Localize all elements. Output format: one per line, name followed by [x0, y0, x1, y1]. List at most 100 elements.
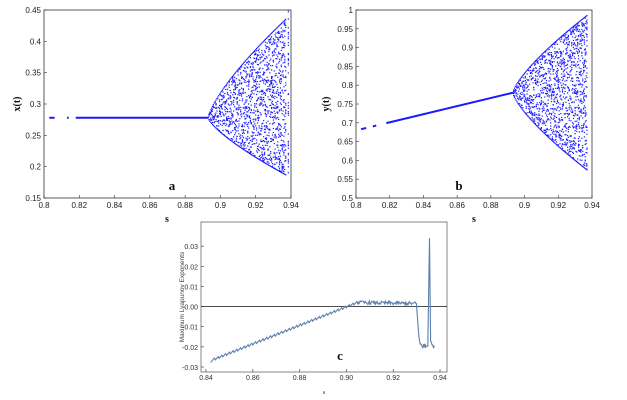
data-point — [287, 11, 289, 13]
data-point — [555, 136, 557, 138]
data-point — [277, 32, 279, 34]
data-point — [537, 122, 539, 124]
data-point — [248, 116, 251, 118]
data-point — [211, 109, 213, 111]
data-point — [261, 127, 263, 129]
data-point — [274, 158, 276, 161]
data-point — [562, 57, 564, 59]
data-point — [555, 79, 557, 81]
data-point — [213, 106, 215, 108]
data-point — [577, 90, 579, 93]
data-point — [569, 150, 571, 153]
data-point — [539, 58, 541, 60]
data-point — [248, 97, 251, 99]
data-point — [215, 104, 217, 106]
data-point — [567, 38, 569, 40]
data-point — [261, 103, 263, 105]
data-point — [566, 46, 569, 48]
data-point — [227, 117, 229, 120]
data-point — [251, 72, 253, 75]
data-point — [264, 58, 267, 60]
data-point — [246, 107, 248, 110]
data-point — [277, 158, 279, 160]
data-point — [551, 132, 553, 134]
data-point — [281, 172, 283, 174]
data-point — [223, 119, 225, 121]
data-point — [576, 92, 578, 94]
data-point — [540, 74, 543, 76]
data-point — [279, 95, 282, 97]
data-point — [570, 135, 572, 137]
data-point — [531, 99, 533, 101]
data-point — [224, 86, 226, 88]
panel-b-bifurcation-points — [360, 15, 588, 171]
data-point — [265, 37, 267, 40]
data-point — [242, 90, 244, 92]
data-point — [233, 104, 235, 106]
data-point — [228, 138, 230, 140]
data-point — [529, 111, 531, 114]
data-point — [284, 62, 286, 64]
data-point — [277, 26, 279, 28]
data-point — [547, 47, 549, 50]
data-point — [524, 71, 527, 73]
data-point — [272, 139, 274, 141]
data-point — [249, 112, 252, 114]
data-point — [576, 30, 578, 32]
data-point — [275, 74, 277, 76]
data-point — [523, 111, 526, 113]
data-point — [276, 107, 278, 109]
data-point — [533, 98, 535, 101]
data-point — [250, 53, 252, 55]
data-point — [557, 102, 559, 104]
data-point — [283, 20, 285, 22]
data-point — [262, 153, 264, 156]
data-point — [528, 102, 530, 105]
data-point — [226, 82, 229, 84]
data-point — [562, 34, 564, 36]
data-point — [238, 141, 240, 144]
data-point — [534, 63, 536, 65]
data-point — [566, 127, 568, 130]
data-point — [579, 159, 581, 161]
data-point — [230, 96, 232, 98]
data-point — [270, 113, 272, 115]
data-point — [574, 24, 576, 26]
data-point — [287, 44, 289, 46]
data-point — [556, 130, 559, 133]
data-point — [233, 79, 236, 81]
data-point — [239, 135, 241, 137]
data-point — [280, 171, 282, 173]
data-point — [242, 144, 244, 146]
data-point — [237, 145, 239, 147]
data-point — [257, 75, 259, 77]
data-point — [586, 147, 588, 149]
data-point — [277, 41, 279, 43]
data-point — [523, 87, 526, 89]
data-point — [226, 88, 229, 90]
data-point — [577, 107, 580, 109]
data-point — [225, 113, 227, 115]
data-point — [541, 56, 543, 58]
data-point — [545, 58, 548, 61]
data-point — [526, 86, 528, 89]
data-point — [285, 75, 287, 78]
data-point — [579, 140, 581, 142]
data-point — [271, 139, 274, 141]
data-point — [570, 74, 572, 76]
data-point — [521, 83, 523, 85]
data-point — [575, 143, 577, 145]
data-point — [212, 105, 214, 107]
data-point — [239, 138, 241, 140]
data-point — [277, 107, 279, 109]
data-point — [533, 122, 535, 124]
data-point — [561, 116, 563, 119]
data-point — [558, 146, 560, 148]
data-point — [276, 144, 278, 146]
data-point — [236, 103, 238, 105]
data-point — [214, 101, 216, 103]
data-point — [582, 123, 585, 125]
data-point — [255, 125, 257, 127]
data-point — [226, 100, 228, 102]
data-point — [552, 69, 554, 71]
